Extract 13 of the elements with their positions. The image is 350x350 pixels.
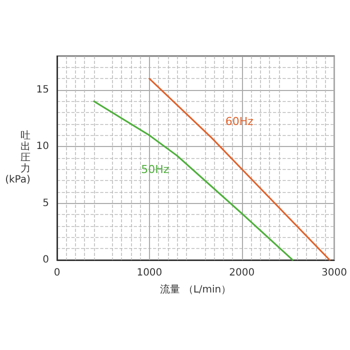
y-tick-label: 0 (42, 254, 49, 266)
x-tick-label: 0 (54, 268, 60, 278)
x-axis-title: 流量 （L/min） (160, 284, 232, 296)
y-tick-label: 10 (36, 141, 49, 152)
y-axis-title: 吐出圧力(kPa) (5, 130, 30, 186)
series-label: 50Hz (141, 163, 170, 176)
y-tick-label: 5 (42, 198, 49, 209)
line-series (93, 100, 294, 261)
y-tick-label: 15 (36, 84, 49, 96)
x-tick-label: 2000 (229, 268, 255, 278)
series-label: 60Hz (225, 115, 254, 128)
x-tick-label: 3000 (322, 268, 347, 278)
x-tick-label: 1000 (136, 268, 162, 278)
